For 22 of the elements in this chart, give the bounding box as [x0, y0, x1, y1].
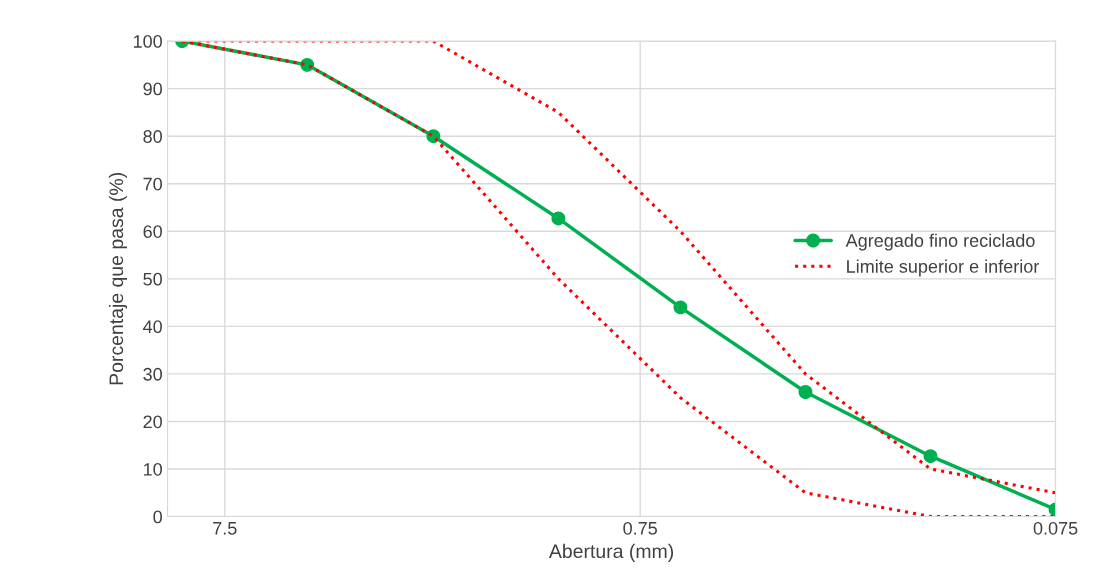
- y-axis-title: Porcentaje que pasa (%): [108, 173, 128, 385]
- y-tick-label: 30: [143, 367, 162, 381]
- point: [798, 385, 813, 399]
- point: [551, 211, 566, 226]
- y-tick-label: 10: [143, 462, 162, 476]
- x-tick-label: 0.75: [623, 521, 657, 535]
- y-tick-label: 20: [143, 415, 162, 429]
- y-tick-label: 100: [133, 35, 162, 48]
- x-tick-label: 0.075: [1033, 521, 1078, 535]
- y-tick-label: 90: [143, 82, 162, 96]
- x-tick-label: 7.5: [213, 522, 237, 535]
- legend-label: Agregado fino reciclado: [845, 233, 1035, 251]
- y-tick-label: 0: [153, 510, 162, 524]
- y-tick-label: 50: [143, 272, 162, 286]
- y-tick-label: 80: [143, 130, 162, 143]
- y-tick-label: 40: [143, 320, 162, 334]
- legend-label: Limite superior e inferior: [847, 259, 1040, 277]
- y-tick-label: 60: [143, 225, 162, 238]
- point: [923, 449, 938, 464]
- point: [673, 300, 688, 315]
- x-axis-title: Abertura (mm): [548, 543, 674, 562]
- y-tick-label: 70: [143, 177, 162, 191]
